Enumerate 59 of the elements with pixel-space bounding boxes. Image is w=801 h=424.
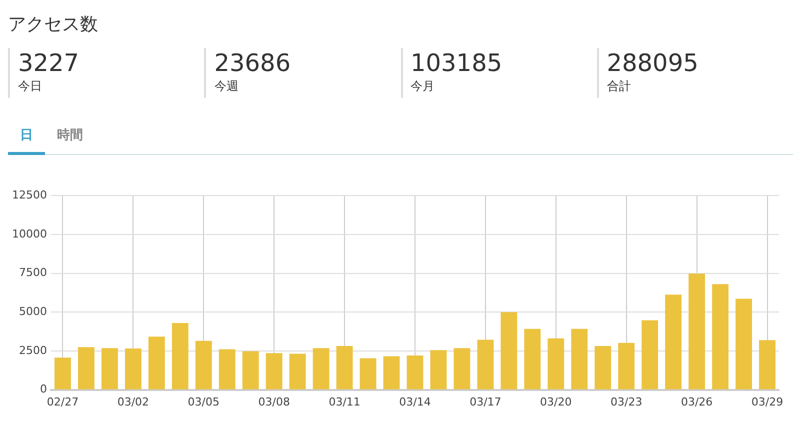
bar — [665, 294, 682, 390]
y-tick-label: 10000 — [12, 227, 47, 240]
bar — [618, 342, 635, 390]
text: 時間 — [56, 127, 84, 145]
x-tick-label: 03/17 — [470, 395, 502, 408]
bar — [430, 350, 447, 390]
bar — [360, 358, 376, 390]
bar — [477, 340, 494, 390]
bar — [78, 347, 94, 390]
x-tick-label: 03/08 — [258, 395, 290, 408]
x-tick-label: 03/26 — [680, 395, 713, 408]
bar — [524, 328, 541, 390]
bar — [759, 340, 776, 390]
bar — [454, 348, 470, 390]
bar — [383, 356, 400, 390]
bar — [312, 348, 330, 390]
bar — [195, 340, 212, 390]
category-label: 今月 — [410, 78, 436, 95]
bar — [218, 349, 236, 390]
text: アクセス数 — [8, 13, 99, 37]
bar — [172, 322, 188, 390]
text: 日 — [8, 126, 45, 155]
x-tick-label: 03/02 — [117, 395, 150, 408]
x-tick-label: 03/29 — [751, 395, 784, 408]
data-label: 103185 — [410, 48, 504, 78]
bar — [571, 328, 588, 390]
bar — [406, 355, 424, 390]
x-tick-label: 03/11 — [328, 395, 360, 408]
bar — [242, 351, 259, 390]
data-label: 3227 — [18, 48, 80, 78]
data-label: 23686 — [214, 48, 292, 78]
bar — [736, 298, 752, 390]
y-tick-label: 0 — [40, 382, 47, 396]
bar — [266, 353, 282, 390]
bar — [500, 312, 518, 390]
y-tick-label: 7500 — [18, 266, 47, 280]
bar — [688, 274, 706, 390]
x-tick-label: 03/20 — [540, 395, 572, 408]
data-label: 288095 — [606, 48, 700, 78]
category-label: 合計 — [606, 78, 632, 95]
bar — [101, 348, 118, 390]
y-tick-label: 5000 — [18, 304, 47, 318]
bar — [289, 354, 306, 390]
y-tick-label: 12500 — [12, 188, 47, 202]
category-label: 今週 — [214, 78, 240, 95]
x-tick-label: 03/14 — [399, 395, 431, 408]
x-tick-label: 03/05 — [188, 395, 220, 408]
x-tick-label: 02/27 — [46, 395, 79, 408]
bar — [336, 346, 353, 390]
bar — [548, 338, 564, 390]
category-label: 今日 — [18, 78, 43, 95]
bar — [594, 346, 612, 390]
x-tick-label: 03/23 — [610, 395, 642, 408]
y-tick-label: 2500 — [18, 344, 47, 357]
bar — [642, 320, 658, 390]
bar — [712, 284, 729, 390]
bar — [148, 336, 165, 390]
bar — [54, 358, 71, 390]
bar — [124, 348, 142, 390]
